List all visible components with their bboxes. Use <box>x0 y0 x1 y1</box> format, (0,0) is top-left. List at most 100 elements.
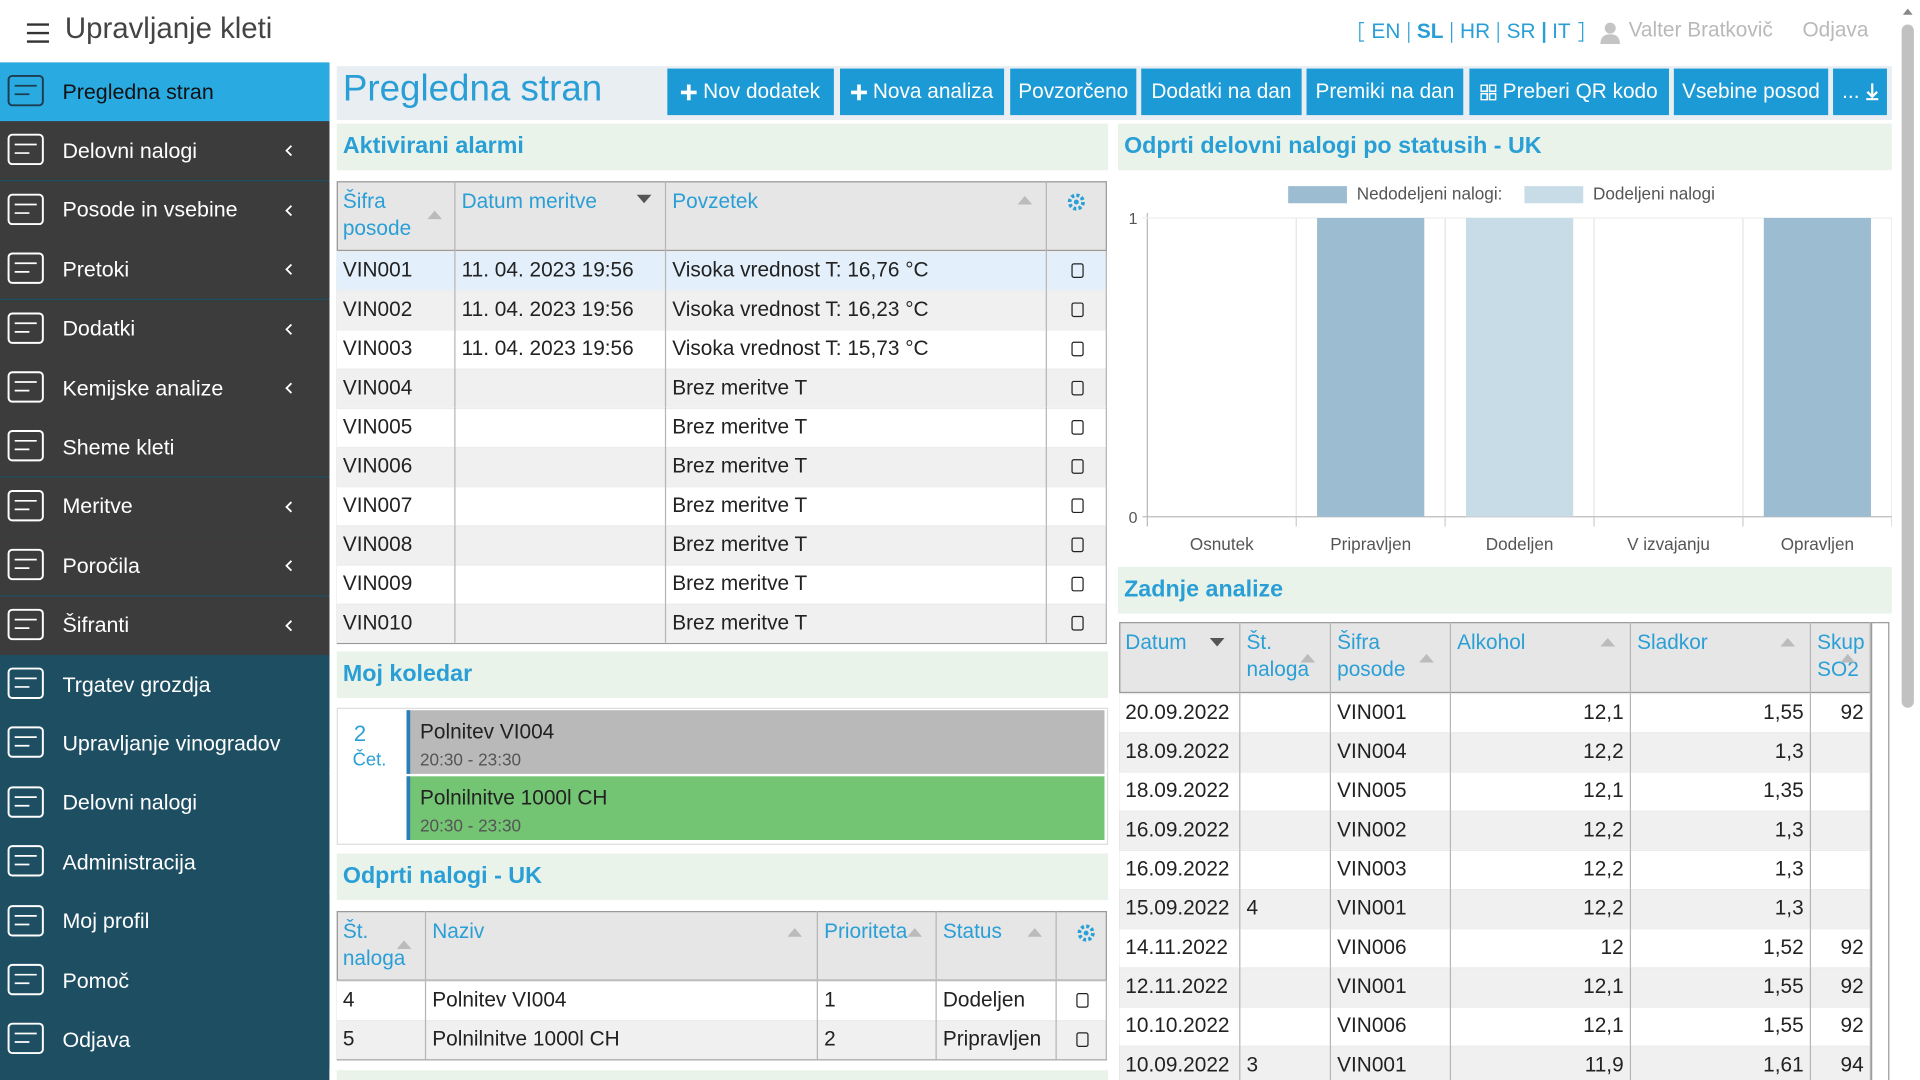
sidebar-item[interactable]: Moj profil <box>0 892 330 951</box>
table-row[interactable] <box>336 251 1107 291</box>
sidebar-item[interactable]: Meritve <box>0 477 330 537</box>
chevron <box>285 145 293 157</box>
icon-frame <box>7 134 44 166</box>
action-button[interactable]: Povzorčeno <box>1010 68 1137 116</box>
table-cell <box>456 446 667 487</box>
action-button[interactable]: Preberi QR kodo <box>1469 68 1669 116</box>
table-row[interactable] <box>1119 849 1872 889</box>
table-cell <box>1047 368 1107 408</box>
language-option[interactable]: SL <box>1416 19 1444 43</box>
action-button[interactable]: Vsebine posod <box>1673 68 1829 116</box>
sidebar-item[interactable]: Dodatki <box>0 299 330 359</box>
checkbox-icon[interactable] <box>1070 420 1084 435</box>
table-cell <box>1240 693 1332 733</box>
table-row[interactable] <box>1119 1006 1872 1046</box>
checkbox-icon[interactable] <box>1070 302 1084 318</box>
action-button[interactable]: ... <box>1833 68 1887 116</box>
sidebar-item[interactable]: Poročila <box>0 536 330 596</box>
checkbox-icon[interactable] <box>1070 459 1084 474</box>
table-row[interactable] <box>1119 810 1872 850</box>
calendar-event[interactable]: Polnitev VI004 20:30 - 23:30 <box>406 710 1105 774</box>
checkbox-icon[interactable] <box>1070 537 1084 553</box>
language-option[interactable]: EN <box>1371 19 1401 43</box>
sidebar-item[interactable]: Šifranti <box>0 595 330 655</box>
scrollbar-thumb[interactable] <box>1901 24 1914 708</box>
table-row[interactable] <box>336 603 1107 643</box>
table-cell: VIN005 <box>337 407 456 447</box>
sidebar-item[interactable]: Delovni nalogi <box>0 121 330 181</box>
table-row[interactable] <box>336 407 1107 447</box>
table-row[interactable] <box>336 1020 1107 1060</box>
bracket-left <box>1359 22 1365 42</box>
sidebar-icon <box>7 489 44 522</box>
table-cell: 1,55 <box>1631 1006 1812 1046</box>
table-row[interactable] <box>336 329 1107 369</box>
sidebar-item[interactable]: Kemijske analize <box>0 358 330 418</box>
checkbox-icon[interactable] <box>1070 498 1084 514</box>
sidebar-icon <box>7 726 44 759</box>
table-row[interactable] <box>336 368 1107 408</box>
sidebar-icon <box>7 786 44 818</box>
language-option[interactable]: SR <box>1506 19 1536 43</box>
table-cell <box>1057 980 1107 1020</box>
sidebar-item[interactable]: Administracija <box>0 832 330 892</box>
table-cell: 12,1 <box>1451 1006 1632 1046</box>
sidebar-label: Šifranti <box>62 612 130 637</box>
sidebar-item[interactable]: Upravljanje vinogradov <box>0 714 330 774</box>
checkbox-icon[interactable] <box>1075 1032 1088 1047</box>
sidebar-icon <box>7 311 44 344</box>
checkbox-icon[interactable] <box>1070 380 1084 396</box>
sidebar-item[interactable]: Delovni nalogi <box>0 773 330 833</box>
checkbox-icon[interactable] <box>1070 576 1084 592</box>
sidebar-item[interactable]: Pregledna stran <box>0 62 330 122</box>
sidebar-icon <box>7 904 44 936</box>
table-row[interactable] <box>336 564 1107 604</box>
table-row[interactable] <box>1119 693 1872 733</box>
sidebar-item[interactable]: Trgatev grozdja <box>0 655 330 714</box>
action-button[interactable]: Nov dodatek <box>667 68 834 116</box>
sidebar-icon <box>7 252 44 285</box>
event-time: 20:30 - 23:30 <box>420 815 522 836</box>
table-row[interactable] <box>336 980 1107 1020</box>
table-cell: VIN004 <box>1331 732 1452 772</box>
sidebar-label: Odjava <box>62 1027 131 1052</box>
table-row[interactable] <box>1119 1045 1872 1080</box>
table-cell: 12.11.2022 <box>1119 967 1241 1007</box>
table-row[interactable] <box>1119 967 1872 1007</box>
action-button[interactable]: Dodatki na dan <box>1141 68 1302 116</box>
table-row[interactable] <box>1119 888 1872 929</box>
table-row[interactable] <box>336 446 1107 487</box>
table-row[interactable] <box>336 290 1107 330</box>
qr-square <box>1480 83 1489 92</box>
section-header: Moj koledar <box>336 651 1109 698</box>
icon-frame <box>7 667 44 699</box>
checkbox-icon[interactable] <box>1070 615 1084 631</box>
chevron <box>285 560 293 572</box>
table-row[interactable] <box>336 525 1107 565</box>
table-row[interactable] <box>1119 928 1872 968</box>
table-row[interactable] <box>336 486 1107 526</box>
sidebar-item[interactable]: Pomoč <box>0 951 330 1011</box>
sidebar-item[interactable]: Odjava <box>0 1010 330 1070</box>
language-option[interactable]: IT <box>1552 19 1571 43</box>
table-cell <box>1240 810 1332 850</box>
logout-link[interactable]: Odjava <box>1802 18 1869 42</box>
checkbox-icon[interactable] <box>1075 993 1088 1008</box>
sidebar-label: Dodatki <box>62 316 136 341</box>
table-header <box>1119 622 1872 694</box>
checkbox-icon[interactable] <box>1070 341 1084 357</box>
sidebar-item[interactable]: Sheme kleti <box>0 418 330 477</box>
sidebar-item[interactable]: Posode in vsebine <box>0 180 330 240</box>
table-cell: Brez meritve T <box>666 603 1047 643</box>
table-row[interactable] <box>1119 732 1872 772</box>
table-row[interactable] <box>1119 771 1872 811</box>
chevron-icon <box>285 323 293 335</box>
action-button[interactable]: Premiki na dan <box>1306 68 1464 116</box>
sidebar-item[interactable]: Pretoki <box>0 240 330 300</box>
action-button[interactable]: Nova analiza <box>840 68 1005 116</box>
language-option[interactable]: HR <box>1460 19 1491 43</box>
checkbox-icon[interactable] <box>1070 263 1084 278</box>
table-cell: 2 <box>818 1020 937 1060</box>
app-title: Upravljanje kleti <box>64 12 273 46</box>
calendar-event[interactable]: Polnilnitve 1000l CH 20:30 - 23:30 <box>406 776 1105 840</box>
